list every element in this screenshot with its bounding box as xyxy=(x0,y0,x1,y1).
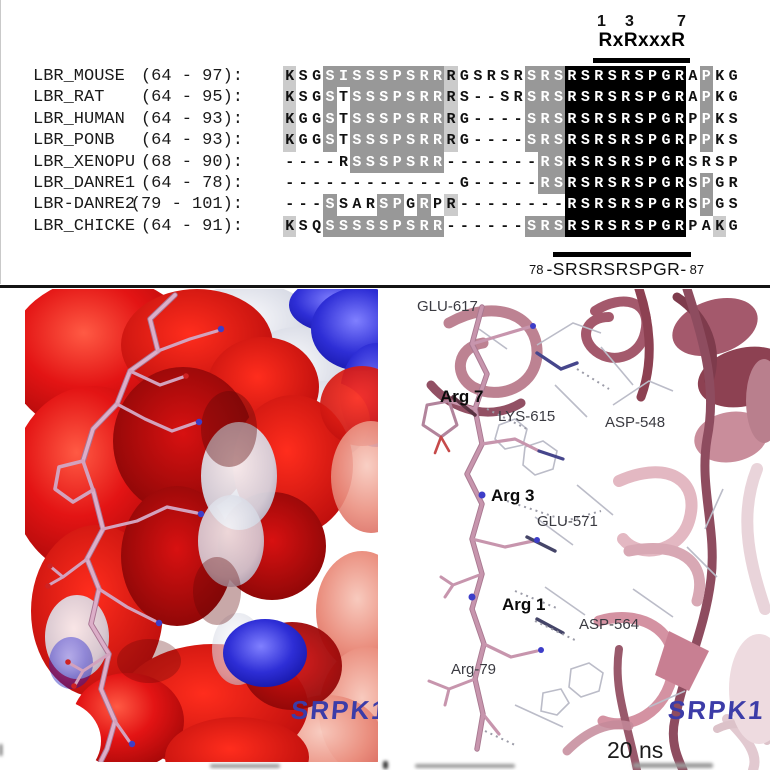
simulation-time-label: 20 ns xyxy=(607,737,664,763)
motif-position-number: 3 xyxy=(625,13,634,30)
cropped-caption-remnant xyxy=(383,761,388,769)
sequence-range: (64 - 93): xyxy=(140,131,243,151)
sequence-name: LBR_PONB xyxy=(33,131,115,151)
sequence-name: LBR_RAT xyxy=(33,88,105,108)
page-edge-line xyxy=(0,0,1,284)
footer-motif-sequence: -SRSRSRSPGR- xyxy=(546,259,687,279)
ribbon-structure-rendering xyxy=(421,289,770,770)
sequence-name: LBR_CHICKE xyxy=(33,216,136,236)
residue-label: ASP-548 xyxy=(605,414,666,431)
cropped-caption-remnant xyxy=(633,763,713,768)
motif-underline xyxy=(553,252,691,257)
sequence-range: (64 - 91): xyxy=(140,216,243,236)
residue-label: ASP-564 xyxy=(579,616,640,633)
motif-position-number: 7 xyxy=(677,13,686,30)
motif-overline xyxy=(593,58,690,63)
residue-label: Arg 3 xyxy=(491,486,535,505)
srpk1-label-right: SRPK1 xyxy=(666,695,767,725)
residue-label: Arg-79 xyxy=(451,661,497,678)
bound-peptide-sticks xyxy=(421,304,541,752)
docked-peptide-sticks xyxy=(47,292,219,762)
footer-end-number: 87 xyxy=(689,262,705,277)
ribbon-structure-panel: GLU-617 Arg 7 LYS-615 ASP-548 Arg 3 GLU-571 Ar… xyxy=(387,289,770,770)
sequence-name: LBR_MOUSE xyxy=(33,67,125,86)
cropped-caption-remnant xyxy=(415,764,515,768)
sequence-name: LBR_HUMAN xyxy=(33,109,125,129)
sequence-range: (79 - 101): xyxy=(130,195,243,215)
cropped-caption-remnant xyxy=(0,744,2,756)
srpk1-label-left: SRPK1 xyxy=(289,695,378,725)
motif-label: RxRxxxR xyxy=(598,30,686,51)
residue-label: LYS-615 xyxy=(498,408,556,425)
footer-start-number: 78 xyxy=(529,262,544,277)
sequence-name: LBR_DANRE1 xyxy=(33,173,136,193)
sequence-range: (68 - 90): xyxy=(140,152,243,172)
residue-label: GLU-617 xyxy=(417,298,478,315)
hydrogen-bond-dots xyxy=(484,368,610,746)
peptide-atom-tips xyxy=(45,325,225,748)
residue-label: Arg 1 xyxy=(502,595,546,614)
panel-divider-line xyxy=(0,285,770,288)
sequence-range: (64 - 95): xyxy=(140,88,243,108)
sequence-name: LBR-DANRE2 xyxy=(33,195,136,215)
residue-label: Arg 7 xyxy=(440,387,484,406)
helix-top-right xyxy=(672,297,770,463)
dark-residue-sticks xyxy=(451,351,579,635)
cropped-caption-remnant xyxy=(210,764,280,768)
sequence-range: (64 - 78): xyxy=(140,173,243,193)
sequence-range: (64 - 93): xyxy=(140,109,243,129)
residue-label: GLU-571 xyxy=(537,513,598,530)
sequence-name: LBR_XENOPU xyxy=(33,152,136,172)
motif-footer: 78 -SRSRSRSPGR- 87 xyxy=(529,259,704,279)
electrostatic-surface-rendering xyxy=(25,289,378,762)
sequence-range: (64 - 97): xyxy=(140,67,243,86)
motif-position-number: 1 xyxy=(597,13,606,30)
nitrogen-atom-dots xyxy=(468,323,544,653)
sidechain-wire-sticks xyxy=(478,322,724,728)
ribbon-strands xyxy=(426,289,717,770)
electrostatic-surface-panel: SRPK1 xyxy=(25,289,378,762)
